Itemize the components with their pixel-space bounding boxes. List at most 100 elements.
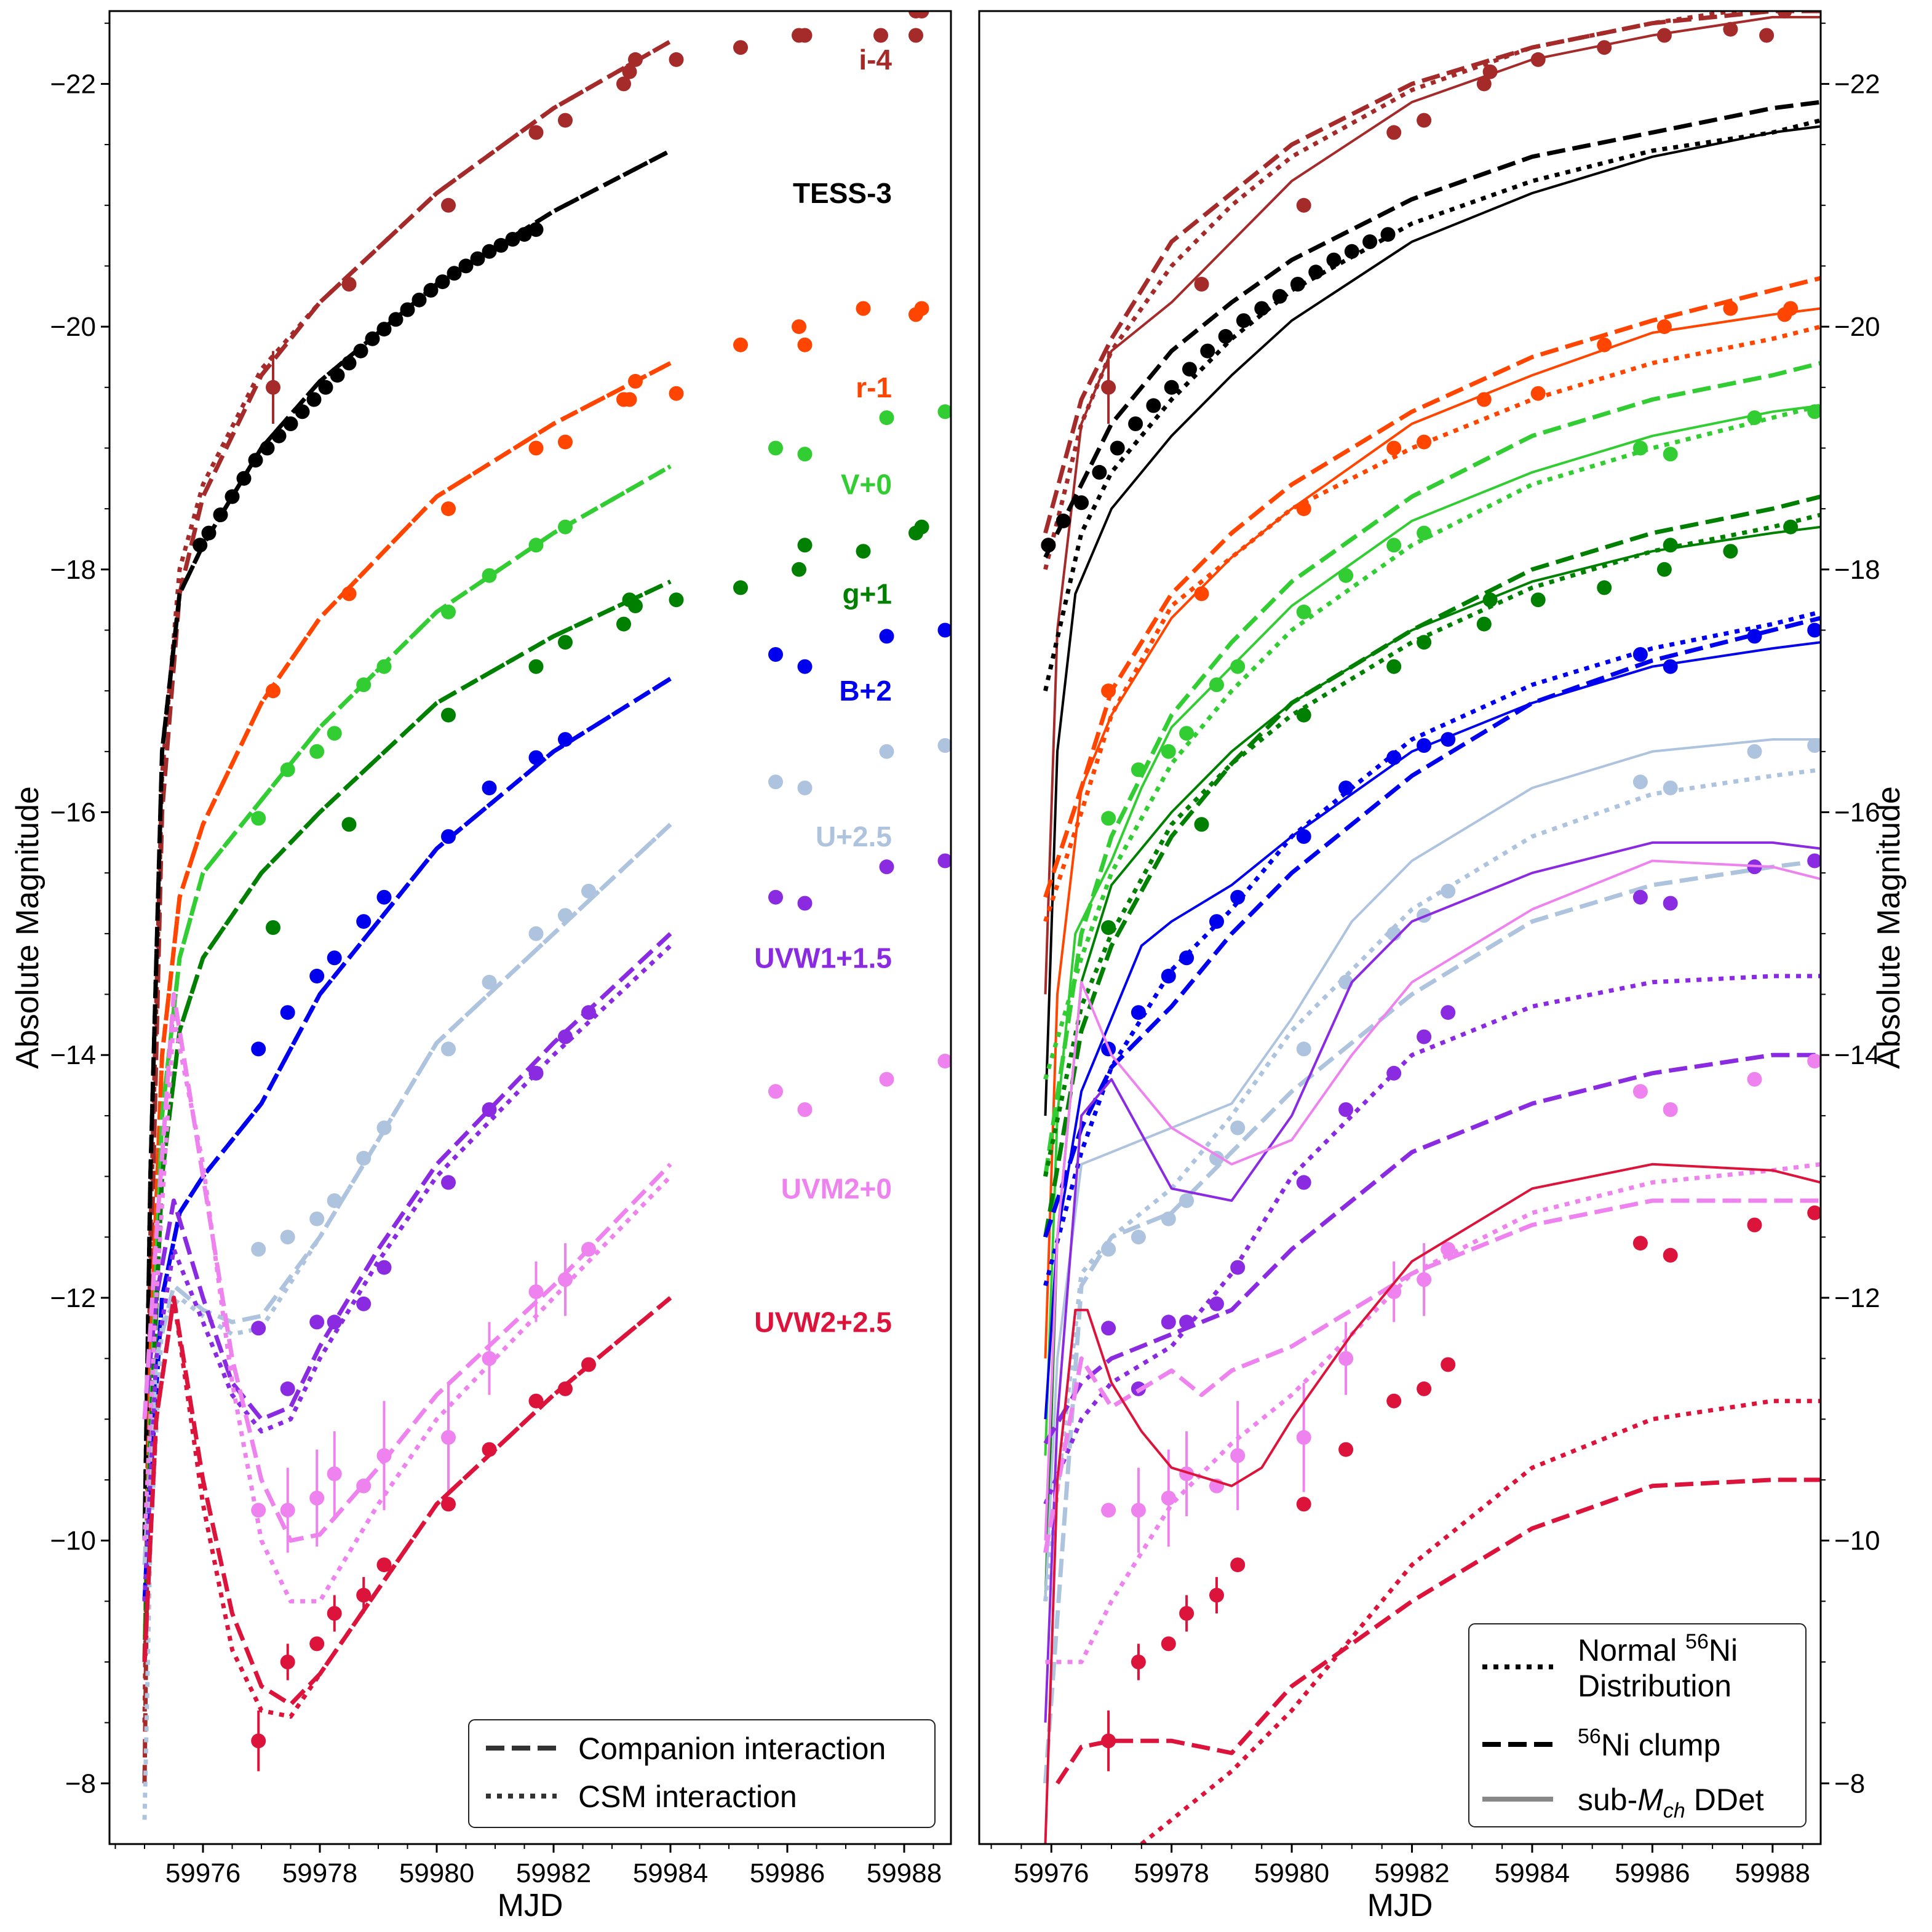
data-point-uvm2-0 <box>356 1478 372 1493</box>
data-point-tess-3 <box>1110 440 1125 456</box>
y-tick-label: −18 <box>1834 555 1880 585</box>
data-point-b-2 <box>376 889 392 905</box>
data-point-v-0 <box>1209 677 1224 693</box>
y-tick-label: −14 <box>50 1040 96 1070</box>
data-point-v-0 <box>937 404 951 419</box>
series-line-uvw1-1-5-dashed <box>1043 1052 1821 1445</box>
data-point-uvm2-0 <box>879 1071 894 1087</box>
x-tick-label: 59982 <box>516 1858 591 1888</box>
data-point-uvw1-1-5 <box>1441 1005 1456 1020</box>
data-point-v-0 <box>879 410 894 426</box>
data-point-u-2-5 <box>482 974 497 990</box>
data-point-uvm2-0 <box>1161 1490 1176 1506</box>
data-point-uvm2-0 <box>327 1466 342 1482</box>
series-line-i-4-dotted <box>1043 11 1747 570</box>
data-point-g-1 <box>341 817 357 832</box>
data-point-uvw1-1-5 <box>558 1029 573 1044</box>
data-point-b-2 <box>1441 732 1456 747</box>
data-point-tess-3 <box>318 380 333 395</box>
series-line-r-1-dashed <box>1043 276 1821 898</box>
band-label-v-0: V+0 <box>841 469 892 501</box>
data-point-tess-3 <box>1362 234 1378 249</box>
data-point-tess-3 <box>201 525 217 541</box>
data-point-g-1 <box>1597 580 1612 595</box>
data-point-tess-3 <box>388 312 403 327</box>
data-point-uvm2-0 <box>1441 1242 1456 1257</box>
data-point-v-0 <box>1179 726 1195 741</box>
data-point-tess-3 <box>1272 288 1287 304</box>
data-point-uvw2-2-5 <box>1179 1606 1195 1621</box>
data-point-tess-3 <box>1254 301 1270 316</box>
data-point-uvw2-2-5 <box>309 1636 325 1652</box>
data-point-v-0 <box>251 811 266 826</box>
data-point-u-2-5 <box>376 1120 392 1135</box>
data-point-uvm2-0 <box>280 1503 295 1518</box>
data-point-g-1 <box>914 519 929 535</box>
data-point-uvw1-1-5 <box>1296 1175 1311 1190</box>
data-point-tess-3 <box>1344 244 1359 259</box>
data-point-i-4 <box>1386 125 1402 140</box>
data-point-b-2 <box>1417 738 1432 753</box>
data-point-tess-3 <box>411 292 427 308</box>
series-line-uvw2-2-5-csm <box>142 1295 672 1719</box>
data-point-uvw1-1-5 <box>1338 1102 1354 1117</box>
data-point-uvm2-0 <box>1296 1429 1311 1445</box>
data-point-u-2-5 <box>1161 1211 1176 1226</box>
data-point-uvm2-0 <box>1663 1102 1678 1117</box>
data-point-i-4 <box>1476 76 1492 92</box>
series-line-g-1-dotted <box>1043 512 1821 1177</box>
band-label-g-1: g+1 <box>842 578 892 610</box>
data-point-uvw2-2-5 <box>327 1606 342 1621</box>
data-point-r-1 <box>1296 501 1311 517</box>
data-point-uvm2-0 <box>1417 1272 1432 1287</box>
data-point-i-4 <box>266 380 280 395</box>
data-point-r-1 <box>797 337 813 352</box>
data-point-uvw2-2-5 <box>528 1393 544 1409</box>
data-point-g-1 <box>792 562 806 577</box>
data-point-tess-3 <box>458 258 474 274</box>
data-point-i-4 <box>1417 113 1432 128</box>
data-point-b-2 <box>1209 914 1224 929</box>
data-point-b-2 <box>1386 750 1402 765</box>
y-tick-label: −18 <box>50 555 96 585</box>
data-point-b-2 <box>482 781 497 795</box>
data-point-tess-3 <box>1380 227 1396 242</box>
x-tick-label: 59980 <box>1254 1858 1329 1888</box>
data-point-r-1 <box>1476 392 1492 407</box>
data-point-tess-3 <box>1146 398 1161 413</box>
right-panel: 59976 59978 59980 59982 59984 59986 59988 −8 −10… <box>978 10 1907 1923</box>
data-point-i-4 <box>1777 11 1792 18</box>
data-point-v-0 <box>1338 568 1354 583</box>
data-point-tess-3 <box>1182 362 1197 377</box>
data-point-r-1 <box>622 392 637 407</box>
data-point-tess-3 <box>248 453 263 468</box>
data-point-tess-3 <box>376 322 392 337</box>
series-line-uvw2-2-5-solid <box>1044 1163 1821 1844</box>
data-point-g-1 <box>628 598 643 613</box>
data-point-uvm2-0 <box>558 1272 573 1287</box>
legend-label-normal-ni: Normal 56Ni <box>1578 1630 1738 1668</box>
x-tick-label: 59980 <box>399 1858 474 1888</box>
band-label-uvm2-0: UVM2+0 <box>781 1172 892 1204</box>
data-point-u-2-5 <box>1209 1151 1224 1166</box>
data-point-uvw2-2-5 <box>1101 1733 1116 1749</box>
data-point-uvw2-2-5 <box>1161 1636 1176 1652</box>
band-label-r-1: r-1 <box>856 372 892 403</box>
data-point-b-2 <box>1296 829 1311 844</box>
data-point-b-2 <box>1161 968 1176 984</box>
x-tick-label: 59988 <box>867 1858 942 1888</box>
data-point-uvm2-0 <box>1747 1071 1762 1087</box>
data-point-v-0 <box>356 677 372 693</box>
data-point-uvm2-0 <box>1131 1503 1146 1518</box>
data-point-tess-3 <box>1128 416 1143 431</box>
data-point-u-2-5 <box>581 883 596 899</box>
data-point-r-1 <box>856 301 871 316</box>
data-point-uvm2-0 <box>441 1429 456 1445</box>
series-line-b-2-dashed <box>1043 616 1821 1238</box>
data-point-uvm2-0 <box>937 1054 951 1069</box>
y-tick-label: −22 <box>50 69 96 99</box>
band-label-b-2: B+2 <box>839 675 892 707</box>
data-point-r-1 <box>628 373 643 389</box>
data-point-v-0 <box>1101 811 1116 826</box>
